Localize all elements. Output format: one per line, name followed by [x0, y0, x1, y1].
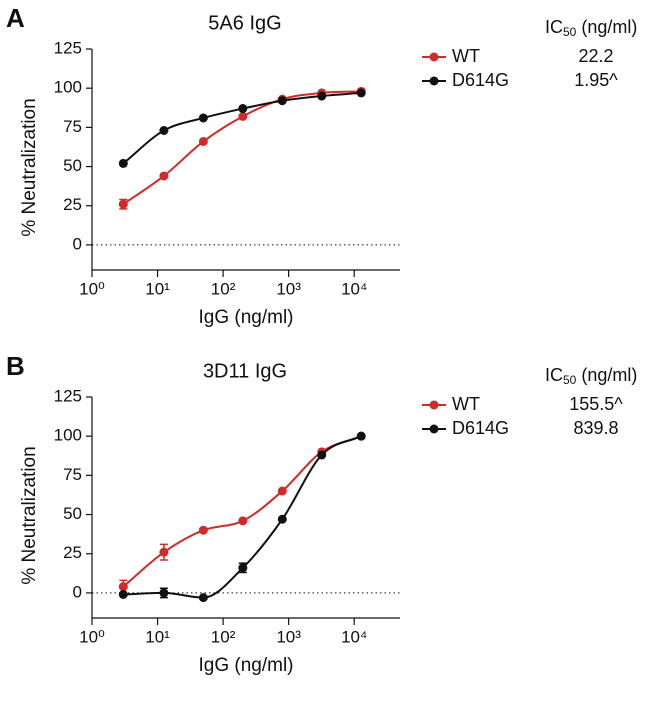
y-tick-label: 75	[63, 465, 82, 484]
ic50-header-main: IC	[545, 365, 563, 385]
x-tick-label: 10²	[211, 279, 236, 298]
x-tick-label: 10¹	[145, 627, 170, 646]
data-point	[198, 113, 208, 123]
x-tick-label: 10¹	[145, 279, 170, 298]
y-tick-label: 75	[63, 117, 82, 136]
legend-label: WT	[452, 394, 480, 414]
x-tick-label: 10³	[276, 279, 301, 298]
x-axis-label: IgG (ng/ml)	[198, 307, 293, 328]
legend-marker	[429, 76, 439, 86]
x-tick-label: 10⁰	[79, 279, 105, 298]
panel: B 3D11 IgG IgG (ng/ml) % Neutralization 0 25 5…	[6, 351, 637, 676]
data-point	[277, 514, 287, 524]
ic50-value: 155.5^	[569, 394, 623, 414]
ic50-value: 839.8	[573, 418, 618, 438]
y-tick-label: 125	[54, 386, 82, 405]
data-point	[159, 171, 169, 181]
legend-label: D614G	[452, 70, 509, 90]
y-axis-label: % Neutralization	[19, 98, 40, 236]
x-tick-label: 10³	[276, 627, 301, 646]
panel-label: B	[6, 351, 25, 381]
panel-label: A	[6, 3, 25, 33]
data-point	[198, 525, 208, 535]
ic50-header-main: IC	[545, 17, 563, 37]
data-point	[277, 486, 287, 496]
y-tick-label: 50	[63, 504, 82, 523]
legend-marker	[429, 424, 439, 434]
data-point	[317, 450, 327, 460]
data-point	[118, 158, 128, 168]
data-point	[238, 111, 248, 121]
fit-curve	[122, 91, 362, 165]
y-tick-label: 25	[63, 543, 82, 562]
x-tick-label: 10⁴	[341, 627, 367, 646]
ic50-header-sub: 50	[563, 25, 577, 39]
data-point	[198, 593, 208, 603]
panel: A 5A6 IgG IgG (ng/ml) % Neutralization 0 25 50…	[6, 3, 637, 328]
x-tick-label: 10²	[211, 627, 236, 646]
y-tick-label: 100	[54, 426, 82, 445]
data-point	[118, 582, 128, 592]
data-point	[238, 563, 248, 573]
x-tick-label: 10⁰	[79, 627, 105, 646]
ic50-header-unit: (ng/ml)	[581, 365, 637, 385]
ic50-value: 1.95^	[574, 70, 618, 90]
legend-marker	[429, 52, 439, 62]
y-tick-label: 25	[63, 195, 82, 214]
ic50-header: IC50 (ng/ml)	[545, 365, 637, 387]
data-point	[277, 96, 287, 106]
ic50-header-unit: (ng/ml)	[581, 17, 637, 37]
data-point	[238, 516, 248, 526]
legend-marker	[429, 400, 439, 410]
data-point	[198, 136, 208, 146]
x-axis-label: IgG (ng/ml)	[198, 655, 293, 676]
legend-label: WT	[452, 46, 480, 66]
data-point	[356, 88, 366, 98]
y-axis-label: % Neutralization	[19, 446, 40, 584]
y-tick-label: 50	[63, 156, 82, 175]
legend-label: D614G	[452, 418, 509, 438]
y-tick-label: 100	[54, 78, 82, 97]
data-point	[118, 199, 128, 209]
data-point	[238, 104, 248, 114]
ic50-header: IC50 (ng/ml)	[545, 17, 637, 39]
data-point	[356, 431, 366, 441]
y-tick-label: 125	[54, 38, 82, 57]
chart-title: 3D11 IgG	[203, 360, 287, 382]
data-point	[118, 589, 128, 599]
ic50-value: 22.2	[578, 46, 613, 66]
y-tick-label: 0	[73, 582, 82, 601]
data-point	[317, 91, 327, 101]
chart-title: 5A6 IgG	[208, 12, 281, 34]
data-point	[159, 588, 169, 598]
x-tick-label: 10⁴	[341, 279, 367, 298]
data-point	[159, 547, 169, 557]
ic50-header-sub: 50	[563, 373, 577, 387]
data-point	[159, 126, 169, 136]
y-tick-label: 0	[73, 234, 82, 253]
